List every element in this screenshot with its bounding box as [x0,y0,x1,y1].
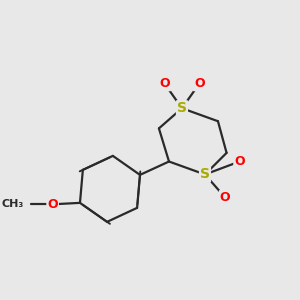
Text: O: O [234,155,245,168]
Text: S: S [200,167,210,182]
Text: O: O [220,191,230,204]
Text: CH₃: CH₃ [2,199,24,209]
Text: S: S [177,101,187,115]
Text: O: O [194,77,205,90]
Text: O: O [47,198,58,211]
Text: O: O [159,77,170,90]
